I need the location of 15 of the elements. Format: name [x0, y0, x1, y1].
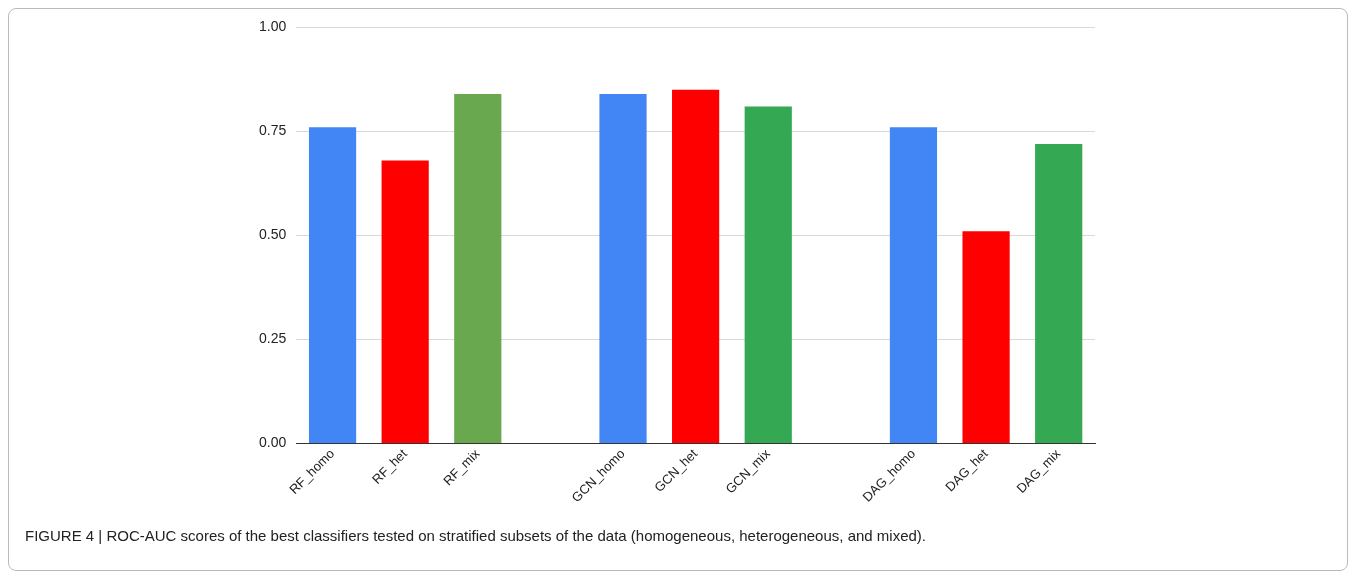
bar — [744, 106, 792, 443]
caption: FIGURE 4 | ROC-AUC scores of the best classifiers tested on stratified subsets of the data (homogeneous, heterogeneous, and mixed). — [25, 527, 927, 544]
bar — [381, 160, 429, 443]
bar — [889, 127, 938, 443]
bar — [1035, 143, 1083, 443]
y-tick-label: 0.50 — [259, 226, 287, 243]
bar — [672, 89, 720, 443]
y-tick-label: 0.25 — [259, 330, 287, 347]
bar — [308, 127, 357, 443]
bar — [599, 93, 647, 443]
y-tick-label: 0.75 — [259, 122, 287, 139]
y-tick-label: 0.00 — [259, 434, 287, 451]
y-tick-label: 1.00 — [259, 18, 287, 35]
bar — [454, 93, 502, 443]
bar — [962, 231, 1010, 443]
